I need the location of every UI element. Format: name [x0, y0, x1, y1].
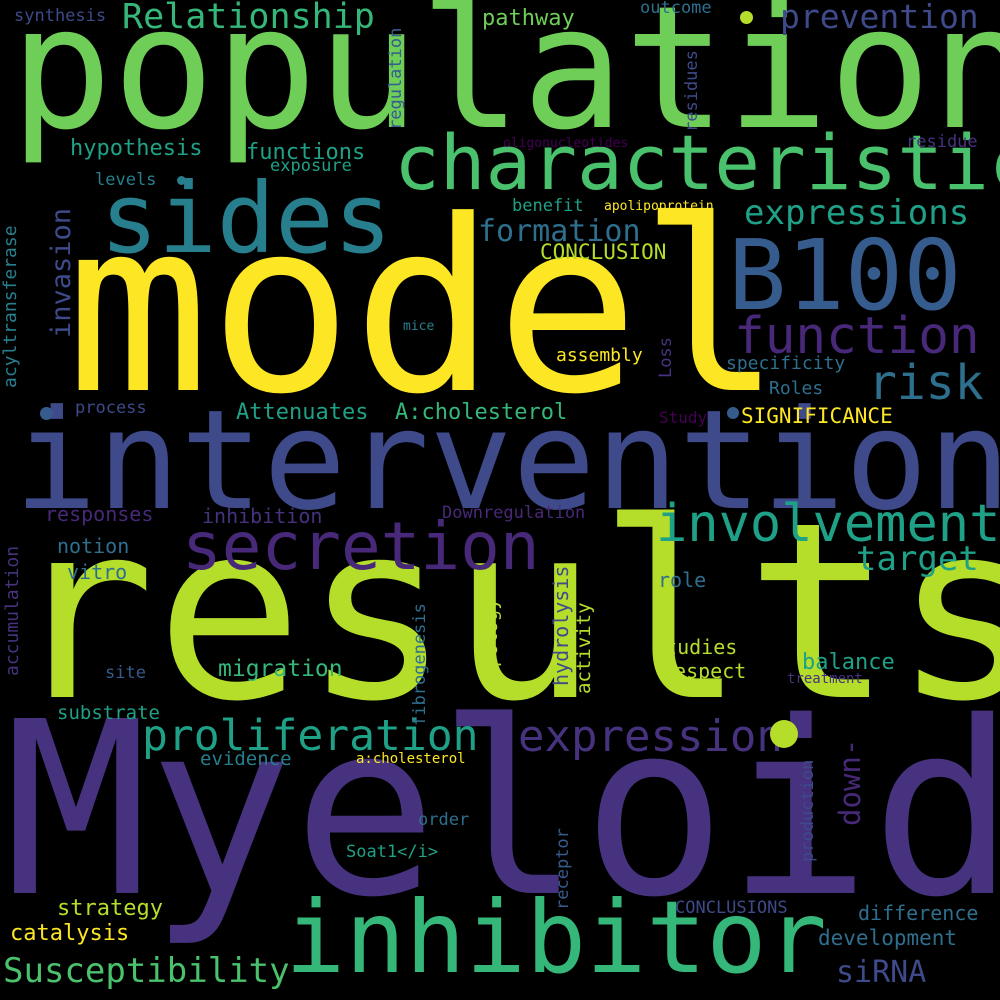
word-involvement: involvement — [656, 494, 1000, 554]
dot-mark — [770, 720, 798, 748]
word-prevention: prevention — [780, 0, 979, 36]
word-difference: difference — [858, 901, 979, 925]
word-expressions: expressions — [744, 193, 970, 233]
word-susceptibility: Susceptibility — [3, 951, 290, 991]
word-secretion: secretion — [182, 508, 540, 585]
word-hydrolysis: hydrolysis — [549, 565, 573, 686]
word-receptor: receptor — [553, 828, 573, 910]
word-oligonucleotides: oligonucleotides — [503, 136, 629, 151]
word-residues: residues — [682, 50, 702, 132]
word-topology: topology — [480, 598, 502, 690]
word-responses: responses — [45, 502, 154, 526]
word-notion: notion — [57, 534, 130, 558]
word-b100: B100 — [728, 219, 962, 332]
word-interventions: interventions — [14, 380, 1000, 541]
word-outcome: outcome — [640, 0, 712, 18]
word-attenuates: Attenuates — [236, 400, 369, 425]
word-characteristics: characteristics — [394, 118, 1000, 207]
word-inhibition: inhibition — [202, 504, 323, 528]
word-strategy: strategy — [57, 896, 163, 921]
word-studies: studies — [653, 635, 738, 659]
word-invasion: invasion — [46, 207, 77, 338]
word-respect: respect — [662, 659, 747, 683]
dot-mark — [727, 407, 739, 419]
word-target: target — [856, 539, 979, 579]
word-down: down- — [833, 738, 867, 826]
word-sirna: siRNA — [836, 955, 927, 990]
word-study: Study — [659, 408, 708, 427]
word-order: order — [418, 810, 470, 830]
word-a-cholesterol-lower: a:cholesterol — [356, 751, 466, 767]
word-specificity: specificity — [726, 353, 846, 374]
word-assembly: assembly — [556, 345, 643, 366]
word-loss: Loss — [656, 337, 676, 378]
word-risk: risk — [868, 355, 984, 411]
word-hypothesis: hypothesis — [70, 136, 203, 161]
word-exposure: exposure — [270, 156, 352, 176]
word-residue: residue — [906, 132, 978, 152]
word-development: development — [818, 926, 958, 950]
word-formation: formation — [478, 214, 641, 249]
word-benefit: benefit — [512, 196, 584, 216]
word-accumulation: accumulation — [2, 545, 23, 676]
word-results: results — [8, 470, 1000, 755]
word-production: production — [798, 759, 818, 862]
word-synthesis: synthesis — [14, 6, 107, 26]
word-function: function — [734, 307, 980, 366]
word-balance: balance — [802, 650, 895, 675]
word-vitro: vitro — [67, 560, 128, 584]
word-levels: levels — [95, 170, 157, 190]
word-role: role — [658, 568, 707, 592]
word-catalysis: catalysis — [10, 921, 130, 946]
word-relationship: Relationship — [122, 0, 375, 37]
word-site: site — [105, 663, 146, 683]
word-activity: activity — [573, 602, 595, 694]
word-functions: functions — [246, 140, 366, 165]
word-inhibitor: inhibitor — [285, 879, 827, 996]
word-migration: migration — [218, 656, 343, 682]
word-acyltransferase: acyltransferase — [0, 225, 21, 388]
word-process: process — [75, 398, 147, 418]
dot-mark — [40, 407, 53, 420]
word-a-cholesterol-upper: A:cholesterol — [395, 400, 568, 425]
word-expression: expression — [518, 711, 783, 762]
dot-mark — [740, 11, 753, 24]
word-proliferation: proliferation — [142, 711, 479, 761]
word-mice: mice — [403, 319, 435, 334]
word-substrate: substrate — [57, 702, 160, 724]
word-conclusions: CONCLUSIONS — [675, 898, 788, 918]
word-model: model — [66, 170, 783, 447]
word-conclusion: CONCLUSION — [540, 240, 667, 264]
word-treatment: treatment — [787, 671, 863, 687]
word-myeloid: Myeloid — [4, 670, 1000, 950]
word-roles: Roles — [769, 378, 824, 399]
word-downregulation: Downregulation — [442, 503, 586, 523]
word-sides: sides — [100, 162, 392, 275]
word-fibrogenesis: fibrogenesis — [410, 603, 430, 726]
word-pathway: pathway — [482, 6, 575, 31]
word-population: population — [10, 0, 1000, 168]
word-soat1: Soat1</i> — [346, 842, 439, 862]
word-regulation: regulation — [386, 27, 406, 130]
word-evidence: evidence — [200, 748, 292, 770]
dot-mark — [177, 176, 186, 185]
word-apolipoprotein: apolipoprotein — [604, 199, 714, 214]
word-significance: SIGNIFICANCE — [741, 404, 893, 428]
